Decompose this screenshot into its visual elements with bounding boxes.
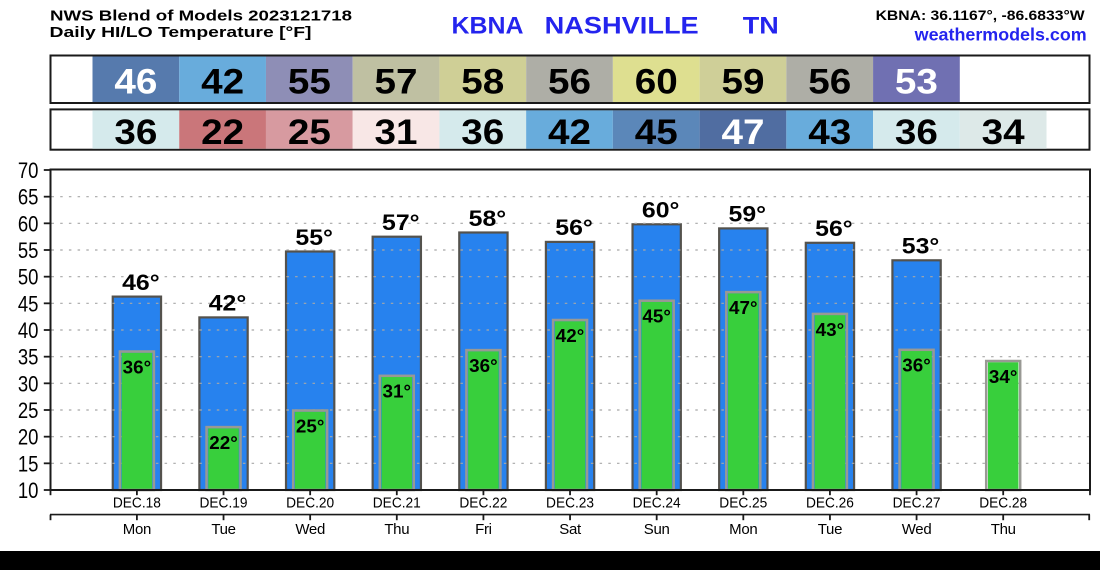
- svg-text:22°: 22°: [209, 433, 238, 453]
- svg-text:53°: 53°: [902, 234, 940, 259]
- svg-text:Thu: Thu: [991, 521, 1016, 538]
- svg-text:55°: 55°: [295, 225, 333, 250]
- svg-text:42: 42: [201, 62, 244, 101]
- svg-text:36: 36: [895, 113, 938, 152]
- svg-text:30: 30: [18, 371, 39, 396]
- svg-text:36°: 36°: [902, 356, 931, 376]
- svg-text:20: 20: [18, 425, 39, 450]
- svg-text:31°: 31°: [383, 382, 412, 402]
- svg-text:25: 25: [18, 398, 39, 423]
- svg-text:56°: 56°: [815, 216, 853, 241]
- svg-text:22: 22: [201, 113, 244, 152]
- svg-text:42: 42: [548, 113, 591, 152]
- svg-text:53: 53: [895, 62, 938, 101]
- svg-text:47: 47: [721, 113, 764, 152]
- svg-text:Wed: Wed: [295, 521, 325, 538]
- svg-text:Sun: Sun: [644, 521, 670, 538]
- svg-text:59°: 59°: [729, 202, 767, 227]
- svg-text:DEC.19: DEC.19: [200, 494, 248, 511]
- svg-text:60: 60: [18, 211, 39, 236]
- svg-text:DEC.22: DEC.22: [459, 494, 507, 511]
- svg-text:Thu: Thu: [384, 521, 409, 538]
- svg-text:58°: 58°: [469, 206, 507, 231]
- svg-text:47°: 47°: [729, 298, 758, 318]
- svg-text:45: 45: [18, 291, 39, 316]
- svg-text:34: 34: [982, 113, 1026, 152]
- svg-text:35: 35: [18, 345, 39, 370]
- svg-text:DEC.20: DEC.20: [286, 494, 334, 511]
- svg-text:25°: 25°: [296, 416, 325, 436]
- svg-text:42°: 42°: [556, 326, 585, 346]
- svg-text:25: 25: [288, 113, 331, 152]
- svg-text:36°: 36°: [123, 357, 152, 377]
- svg-text:50: 50: [18, 265, 39, 290]
- svg-text:65: 65: [18, 185, 39, 210]
- svg-text:60: 60: [635, 62, 678, 101]
- svg-text:Sat: Sat: [559, 521, 582, 538]
- svg-text:45: 45: [635, 113, 678, 152]
- svg-text:40: 40: [18, 318, 39, 343]
- svg-text:31: 31: [375, 113, 418, 152]
- svg-text:46: 46: [114, 62, 157, 101]
- svg-text:57: 57: [375, 62, 418, 101]
- svg-text:43°: 43°: [816, 320, 845, 340]
- svg-text:Mon: Mon: [123, 521, 151, 538]
- svg-text:57°: 57°: [382, 210, 420, 235]
- svg-text:60°: 60°: [642, 198, 680, 223]
- svg-text:NWS Blend of Models 2023121718: NWS Blend of Models 2023121718: [50, 8, 352, 25]
- svg-text:DEC.21: DEC.21: [373, 494, 421, 511]
- svg-text:15: 15: [18, 451, 39, 476]
- svg-text:DEC.28: DEC.28: [979, 494, 1027, 511]
- svg-text:36: 36: [114, 113, 157, 152]
- svg-text:KBNA: 36.1167°, -86.6833°W: KBNA: 36.1167°, -86.6833°W: [876, 8, 1085, 23]
- svg-text:56: 56: [808, 62, 851, 101]
- svg-text:55: 55: [288, 62, 331, 101]
- svg-text:Fri: Fri: [475, 521, 492, 538]
- svg-text:NASHVILLE: NASHVILLE: [545, 13, 699, 40]
- svg-text:DEC.24: DEC.24: [633, 494, 681, 511]
- svg-text:55: 55: [18, 238, 39, 263]
- svg-text:DEC.27: DEC.27: [893, 494, 941, 511]
- svg-text:Tue: Tue: [818, 521, 842, 538]
- svg-text:56: 56: [548, 62, 591, 101]
- svg-text:DEC.18: DEC.18: [113, 494, 161, 511]
- svg-text:46°: 46°: [122, 270, 160, 295]
- svg-text:36: 36: [461, 113, 504, 152]
- svg-text:Mon: Mon: [729, 521, 757, 538]
- svg-text:Tue: Tue: [211, 521, 235, 538]
- svg-text:DEC.25: DEC.25: [719, 494, 767, 511]
- svg-text:56°: 56°: [555, 215, 593, 240]
- svg-text:DEC.23: DEC.23: [546, 494, 594, 511]
- svg-text:TN: TN: [743, 13, 779, 40]
- svg-text:36°: 36°: [469, 356, 498, 376]
- svg-text:weathermodels.com: weathermodels.com: [914, 25, 1087, 45]
- svg-text:34°: 34°: [989, 367, 1018, 387]
- svg-text:58: 58: [461, 62, 504, 101]
- svg-text:10: 10: [18, 478, 39, 503]
- svg-text:Daily HI/LO Temperature [°F]: Daily HI/LO Temperature [°F]: [50, 24, 312, 41]
- svg-text:45°: 45°: [642, 307, 671, 327]
- svg-text:Wed: Wed: [902, 521, 932, 538]
- svg-text:70: 70: [18, 158, 39, 183]
- svg-text:DEC.26: DEC.26: [806, 494, 854, 511]
- svg-text:59: 59: [721, 62, 764, 101]
- svg-text:42°: 42°: [209, 291, 247, 316]
- svg-text:43: 43: [808, 113, 851, 152]
- svg-text:KBNA: KBNA: [452, 13, 524, 40]
